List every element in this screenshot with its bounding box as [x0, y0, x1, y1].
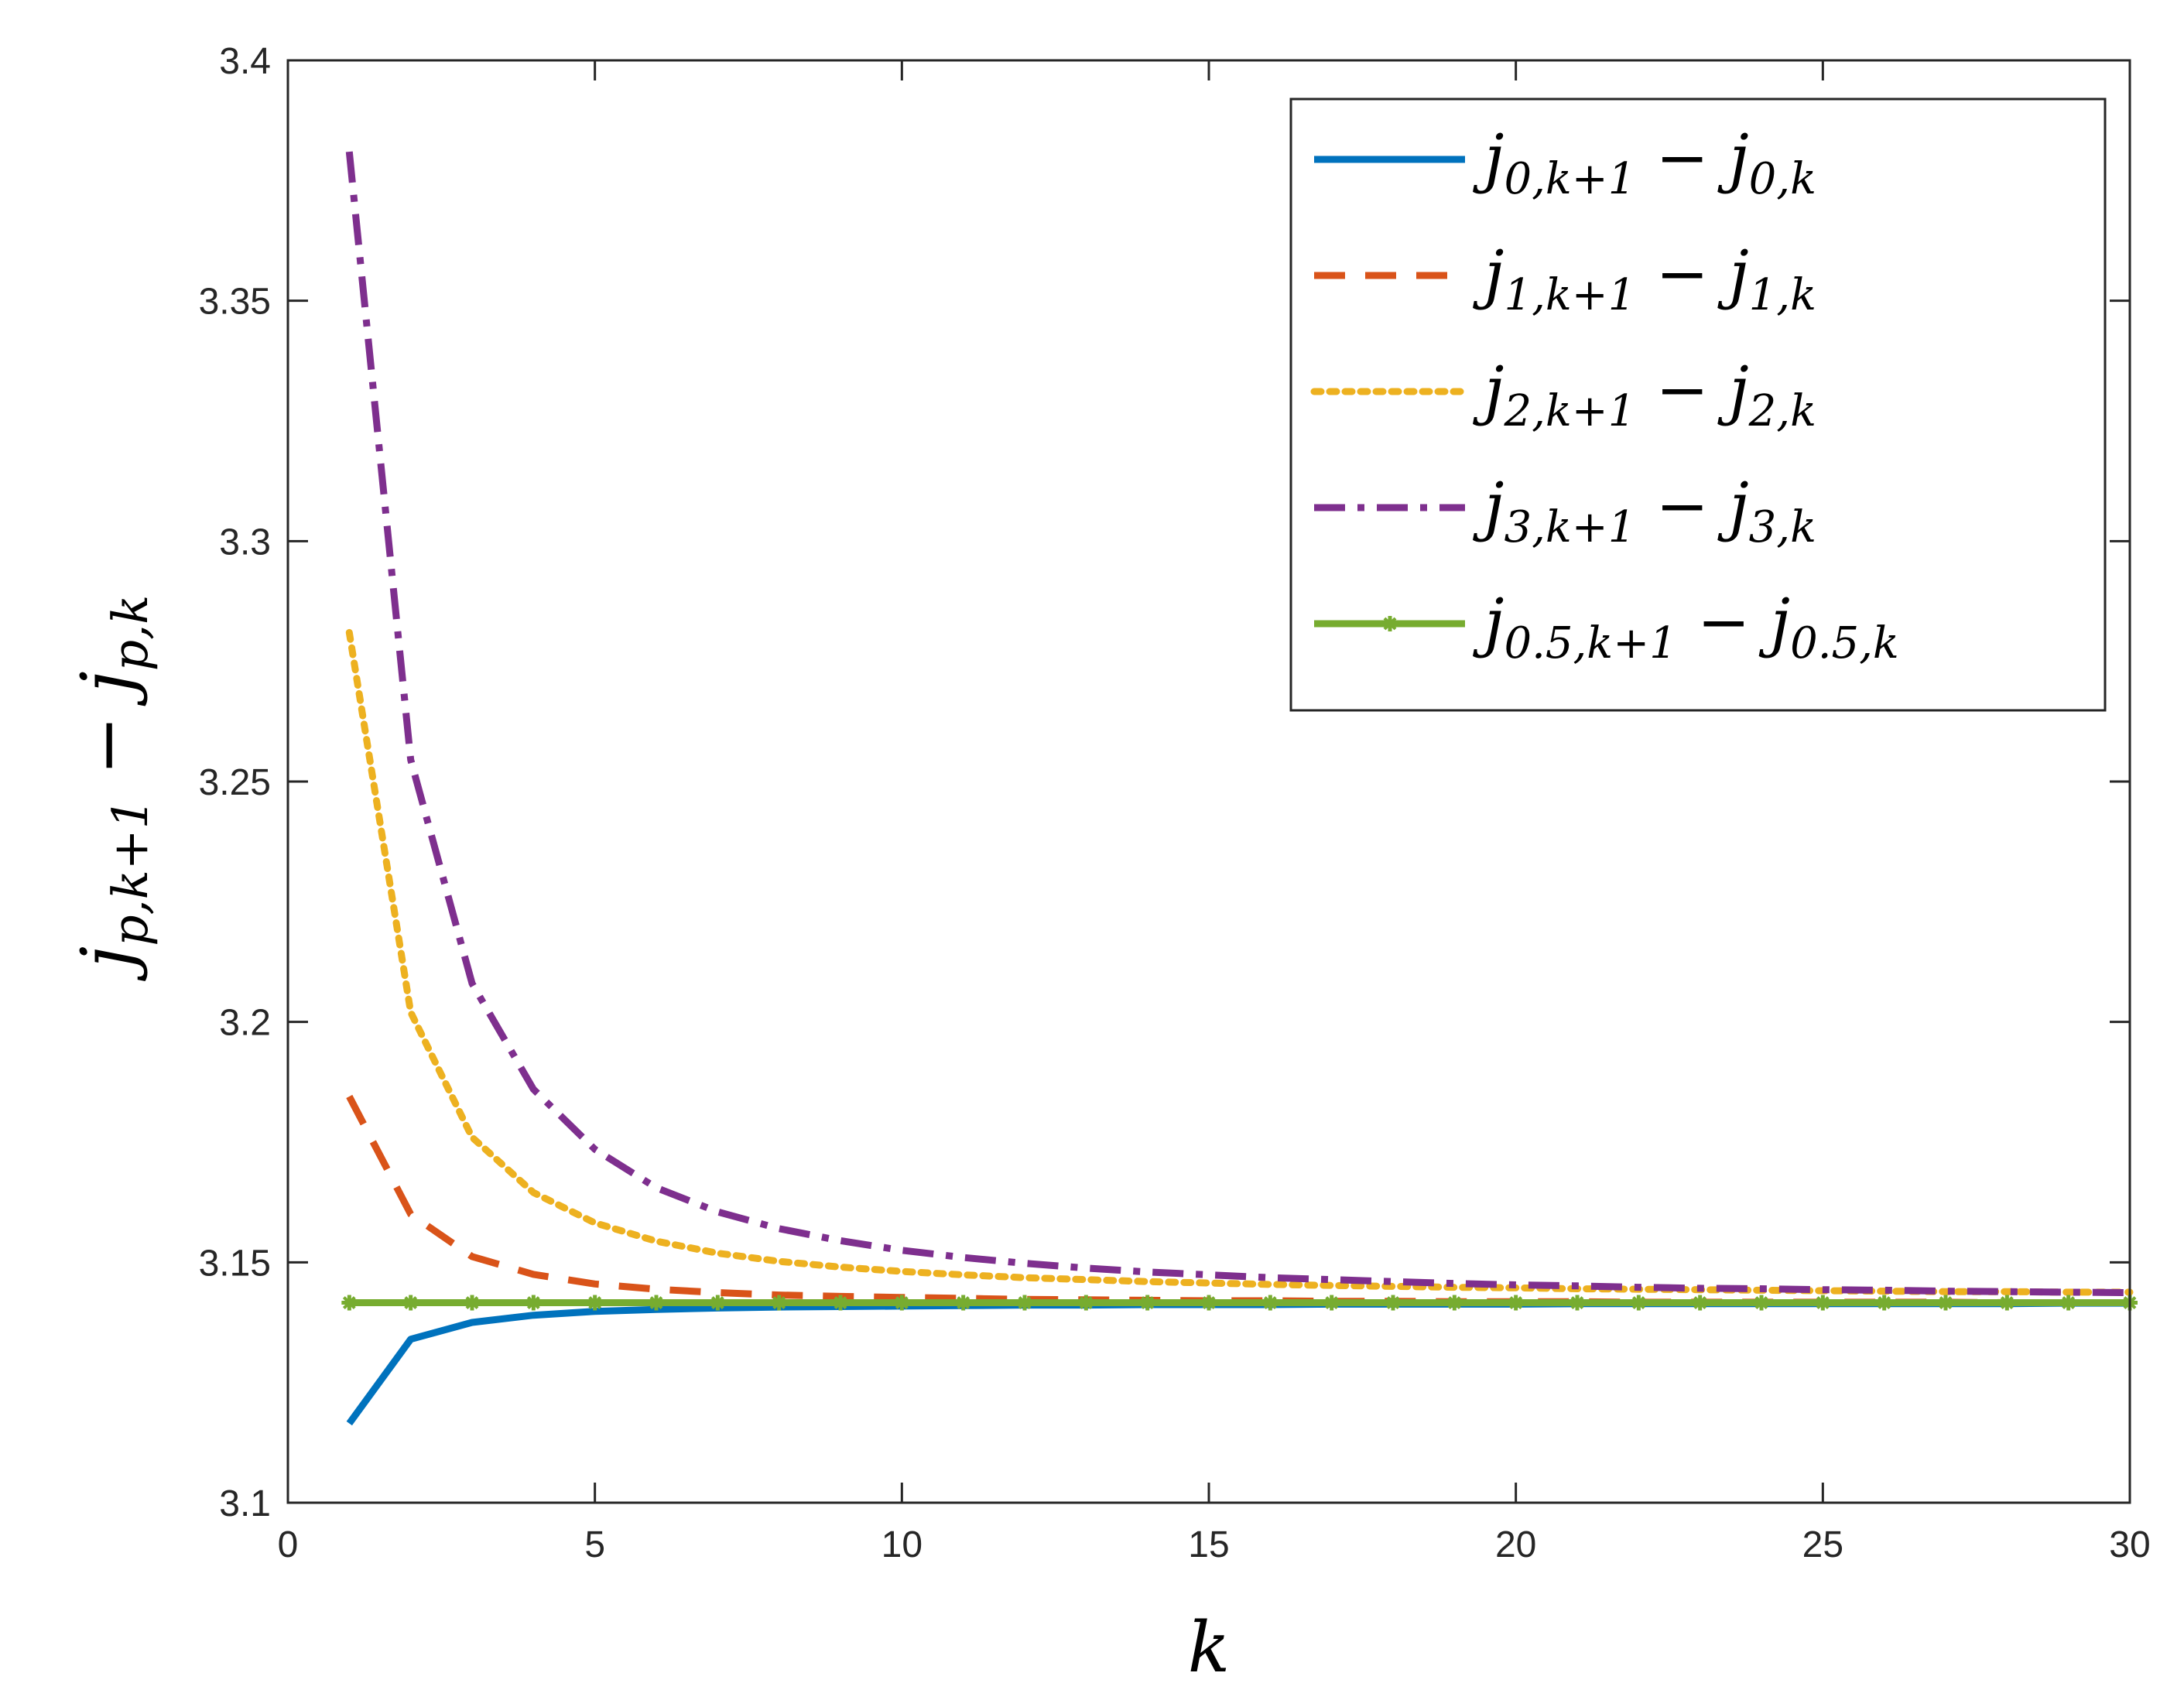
series-marker-4-4 [587, 1295, 603, 1311]
x-tick-label: 5 [584, 1524, 605, 1565]
series-marker-4-13 [1139, 1295, 1155, 1311]
series-line-3 [345, 151, 2131, 1296]
x-tick-label: 0 [278, 1524, 299, 1565]
x-tick-label: 10 [881, 1524, 923, 1565]
series-marker-4-2 [464, 1295, 480, 1311]
x-tick-label: 20 [1495, 1524, 1536, 1565]
legend-label-1: j1,k+1 − j1,k [1473, 238, 1816, 320]
series-marker-4-19 [1508, 1295, 1524, 1311]
series-marker-4-18 [1446, 1295, 1463, 1311]
series-marker-4-9 [894, 1295, 910, 1311]
series-marker-4-8 [833, 1295, 848, 1311]
series-marker-4-24 [1815, 1295, 1831, 1311]
series-marker-4-23 [1754, 1295, 1769, 1311]
series-marker-4-5 [649, 1295, 664, 1311]
series-marker-4-16 [1323, 1295, 1340, 1311]
x-axis-label: k [1188, 1607, 1231, 1688]
series-marker-4-12 [1078, 1295, 1094, 1311]
x-tick-label: 15 [1188, 1524, 1229, 1565]
series-marker-4-10 [955, 1295, 971, 1311]
legend-label-2: j2,k+1 − j2,k [1473, 354, 1816, 436]
series-marker-4-0 [341, 1295, 358, 1311]
x-tick-label: 30 [2109, 1524, 2150, 1565]
y-axis-label-group: jp,k+1 − jp,k [66, 595, 159, 982]
y-tick-label: 3.3 [219, 522, 271, 563]
series-marker-4-25 [1876, 1295, 1892, 1311]
series-marker-4-28 [2060, 1295, 2076, 1311]
series-marker-4-3 [525, 1295, 542, 1311]
series-marker-4-1 [402, 1295, 419, 1311]
x-tick-label: 25 [1802, 1524, 1843, 1565]
series-marker-4-22 [1692, 1295, 1708, 1311]
series-marker-4-20 [1570, 1295, 1585, 1311]
series-marker-4-15 [1262, 1295, 1279, 1311]
y-tick-label: 3.25 [199, 762, 271, 803]
y-axis-label: jp,k+1 − jp,k [66, 595, 159, 982]
y-tick-label: 3.4 [219, 41, 271, 82]
series-marker-4-26 [1938, 1295, 1953, 1311]
series-line-2 [345, 628, 2134, 1296]
series-marker-4-14 [1201, 1295, 1217, 1311]
y-tick-label: 3.35 [199, 282, 271, 323]
y-tick-label: 3.1 [219, 1483, 271, 1524]
series-marker-4-21 [1631, 1295, 1647, 1311]
series-marker-4-7 [771, 1295, 787, 1311]
series-marker-4-17 [1385, 1295, 1401, 1311]
y-tick-label: 3.15 [199, 1243, 271, 1284]
series-marker-4-6 [710, 1295, 726, 1311]
y-tick-label: 3.2 [219, 1003, 271, 1044]
series-marker-4-27 [1999, 1295, 2015, 1311]
series-marker-4-11 [1017, 1295, 1032, 1311]
legend-box [1289, 97, 2107, 712]
